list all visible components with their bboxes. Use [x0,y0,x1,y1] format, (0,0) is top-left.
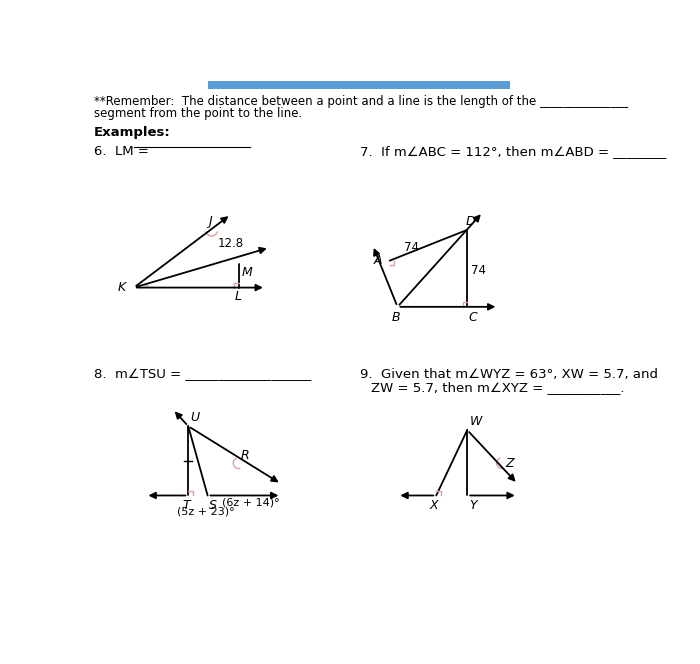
Text: 12.8: 12.8 [218,237,244,250]
Text: 74: 74 [471,264,486,277]
Text: 6.  LM =: 6. LM = [94,145,153,158]
Text: (5z + 23)°: (5z + 23)° [177,506,235,517]
Text: (6z + 14)°: (6z + 14)° [222,498,279,508]
Text: Y: Y [469,499,477,511]
Bar [208,81,510,89]
Text: J: J [208,214,212,228]
Text: segment from the point to the line.: segment from the point to the line. [94,108,302,120]
Text: D: D [466,215,475,228]
Text: S: S [209,499,217,511]
Text: Z: Z [505,457,514,469]
Text: 9.  Given that m∠WYZ = 63°, XW = 5.7, and: 9. Given that m∠WYZ = 63°, XW = 5.7, and [360,369,658,381]
Text: 7.  If m∠ABC = 112°, then m∠ABD = ________: 7. If m∠ABC = 112°, then m∠ABD = _______… [360,145,666,158]
Text: 8.  m∠TSU = ___________________: 8. m∠TSU = ___________________ [94,369,311,381]
Text: C: C [469,311,477,323]
Text: **Remember:  The distance between a point and a line is the length of the ______: **Remember: The distance between a point… [94,95,628,108]
Text: L: L [235,290,242,303]
Text: Examples:: Examples: [94,126,171,139]
Text: B: B [391,311,400,323]
Text: ZW = 5.7, then m∠XYZ = ___________.: ZW = 5.7, then m∠XYZ = ___________. [371,382,634,394]
Text: M: M [241,266,253,279]
Text: W: W [470,415,482,428]
Text: K: K [118,281,126,294]
Text: 74: 74 [404,241,419,254]
Text: A: A [374,254,382,267]
Text: T: T [182,499,190,511]
Text: X: X [430,499,438,511]
Text: R: R [241,449,250,461]
Text: U: U [190,411,199,424]
